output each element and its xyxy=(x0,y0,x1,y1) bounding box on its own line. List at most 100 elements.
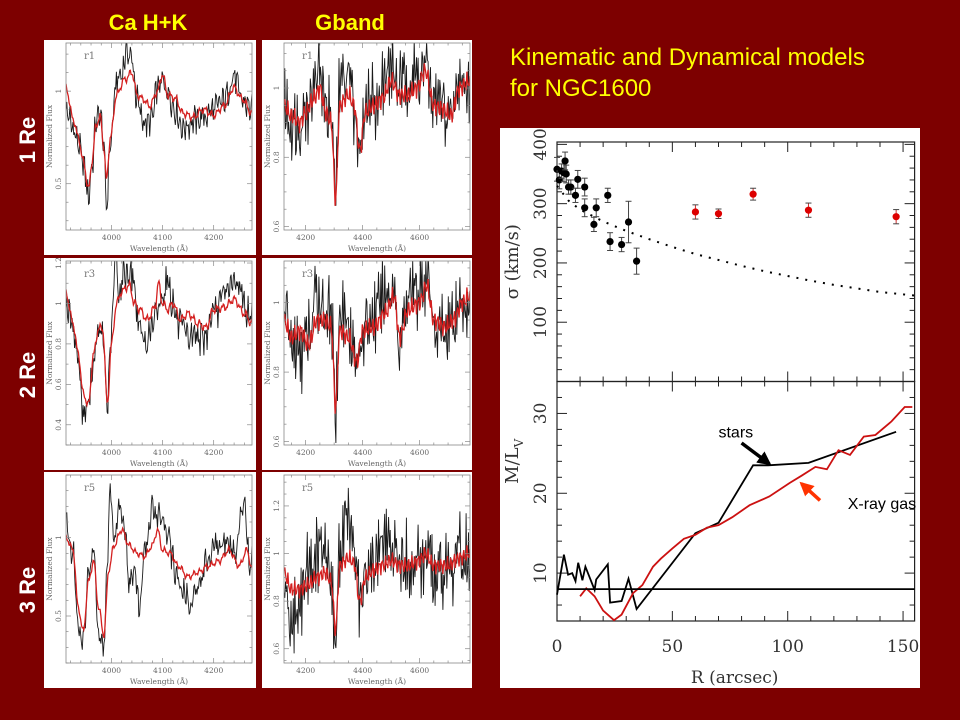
stellar-dispersion-point xyxy=(604,187,612,203)
x-axis-label: R (arcsec) xyxy=(691,668,779,688)
y-tick-label: 200 xyxy=(531,247,551,279)
y-tick-label: 0.8 xyxy=(272,366,281,378)
y-axis-label: Normalized Flux xyxy=(263,104,272,168)
stellar-dispersion-point xyxy=(581,177,589,197)
data-point xyxy=(606,237,614,246)
data-point xyxy=(714,210,723,218)
y-tick-label: 300 xyxy=(531,187,551,219)
y-tick-label: 0.6 xyxy=(272,220,281,232)
y-tick-label: 30 xyxy=(531,403,551,425)
stars-ml-line xyxy=(556,430,897,611)
x-tick-label: 4400 xyxy=(353,666,372,675)
observed-spectrum-line xyxy=(66,483,252,657)
data-point xyxy=(561,157,569,165)
y-tick-label: 0.6 xyxy=(272,643,281,655)
y-axis-label: Normalized Flux xyxy=(45,321,54,385)
data-point xyxy=(592,204,600,212)
stellar-dispersion-point xyxy=(571,187,580,203)
gas-dispersion-point xyxy=(804,202,813,218)
row-label-2re: 2 Re xyxy=(15,351,40,399)
x-tick-label: 50 xyxy=(662,637,684,657)
data-point xyxy=(574,175,582,183)
y-axis-label-sigma: σ (km/s) xyxy=(502,224,523,299)
panel-label: r3 xyxy=(84,269,95,280)
data-point xyxy=(749,190,757,198)
y-axis-label: Normalized Flux xyxy=(45,537,54,601)
spectrum-panel-cahk-r3: 4000 4100 4200 0.4 0.6 0.8 1 1.2 Wavelength (Å) N… xyxy=(44,258,256,470)
annotation-label: X-ray gas xyxy=(848,496,916,513)
x-tick-label: 4100 xyxy=(153,233,172,242)
y-tick-label: 1 xyxy=(272,551,281,556)
y-axis-label: Normalized Flux xyxy=(263,537,272,601)
data-point xyxy=(571,191,580,199)
sigma-axes-frame xyxy=(556,141,916,383)
x-tick-label: 4000 xyxy=(102,233,121,242)
gas-dispersion-point xyxy=(714,208,723,219)
data-point xyxy=(624,218,633,226)
y-tick-label: 1 xyxy=(272,86,281,91)
x-axis-label: Wavelength (Å) xyxy=(348,459,406,468)
stellar-dispersion-point xyxy=(590,216,598,233)
gas-dispersion-point xyxy=(749,187,757,201)
data-point xyxy=(632,257,641,265)
x-tick-label: 4200 xyxy=(204,233,223,242)
x-tick-label: 4200 xyxy=(296,233,315,242)
y-tick-label: 1 xyxy=(54,301,63,306)
annotation-label: stars xyxy=(718,424,753,441)
y-tick-label: 0.4 xyxy=(54,419,63,431)
model-spectrum-line xyxy=(66,526,252,639)
spectrum-panel-gband-r5: 4200 4400 4600 0.6 0.8 1 1.2 Wavelength (Å) Norm… xyxy=(262,472,472,688)
x-tick-label: 4200 xyxy=(204,448,223,457)
stellar-dispersion-point xyxy=(561,151,569,171)
x-axis-label: Wavelength (Å) xyxy=(348,677,406,686)
slide-title-line1: Kinematic and Dynamical models xyxy=(510,44,865,71)
y-tick-label: 0.8 xyxy=(272,595,281,607)
x-tick-label: 4400 xyxy=(353,233,372,242)
x-tick-label: 4200 xyxy=(204,666,223,675)
y-tick-label: 1 xyxy=(54,89,63,94)
panel-label: r1 xyxy=(84,51,95,62)
data-point xyxy=(617,240,626,249)
y-axis-label-ml: M/LV xyxy=(502,438,526,483)
y-tick-label: 100 xyxy=(531,306,551,338)
y-axis-label: Normalized Flux xyxy=(45,104,54,168)
data-point xyxy=(581,183,589,191)
x-tick-label: 4400 xyxy=(353,448,372,457)
stellar-dispersion-point xyxy=(606,232,614,251)
panel-label: r1 xyxy=(302,51,313,62)
spectrum-panel-cahk-r1: 4000 4100 4200 0.5 1 Wavelength (Å) Normalized… xyxy=(44,40,256,255)
panel-label: r5 xyxy=(84,483,95,494)
x-tick-label: 4100 xyxy=(153,666,172,675)
gas-dispersion-point xyxy=(892,209,900,225)
spectrum-panel-cahk-r5: 4000 4100 4200 0.5 1 Wavelength (Å) Normalized… xyxy=(44,472,256,688)
y-tick-label: 1.2 xyxy=(272,500,281,512)
data-point xyxy=(581,204,589,212)
x-tick-label: 0 xyxy=(552,637,563,657)
data-point xyxy=(567,183,575,191)
x-axis-label: Wavelength (Å) xyxy=(130,244,188,253)
y-tick-label: 0.5 xyxy=(54,610,63,622)
data-point xyxy=(590,220,598,229)
y-tick-label: 0.8 xyxy=(272,151,281,163)
row-label-3re: 3 Re xyxy=(15,566,40,614)
model-spectrum-line xyxy=(284,278,470,414)
row-label-1re: 1 Re xyxy=(15,116,40,164)
data-point xyxy=(691,208,700,216)
x-tick-label: 100 xyxy=(771,637,803,657)
stellar-dispersion-point xyxy=(632,247,641,275)
annotation-arrow xyxy=(740,441,772,466)
model-spectrum-line xyxy=(284,63,470,206)
gas-dispersion-point xyxy=(691,204,700,220)
y-tick-label: 1 xyxy=(272,300,281,305)
axes-frame xyxy=(283,260,471,446)
y-tick-label: 400 xyxy=(531,128,551,160)
y-tick-label: 0.6 xyxy=(54,378,63,390)
x-tick-label: 4600 xyxy=(410,233,429,242)
stellar-dispersion-point xyxy=(617,236,626,253)
annotation-arrow xyxy=(799,481,822,502)
stellar-dispersion-point xyxy=(624,200,633,244)
model-spectrum-line xyxy=(66,69,252,188)
observed-spectrum-line xyxy=(284,43,470,206)
model-spectrum-line xyxy=(66,278,252,408)
